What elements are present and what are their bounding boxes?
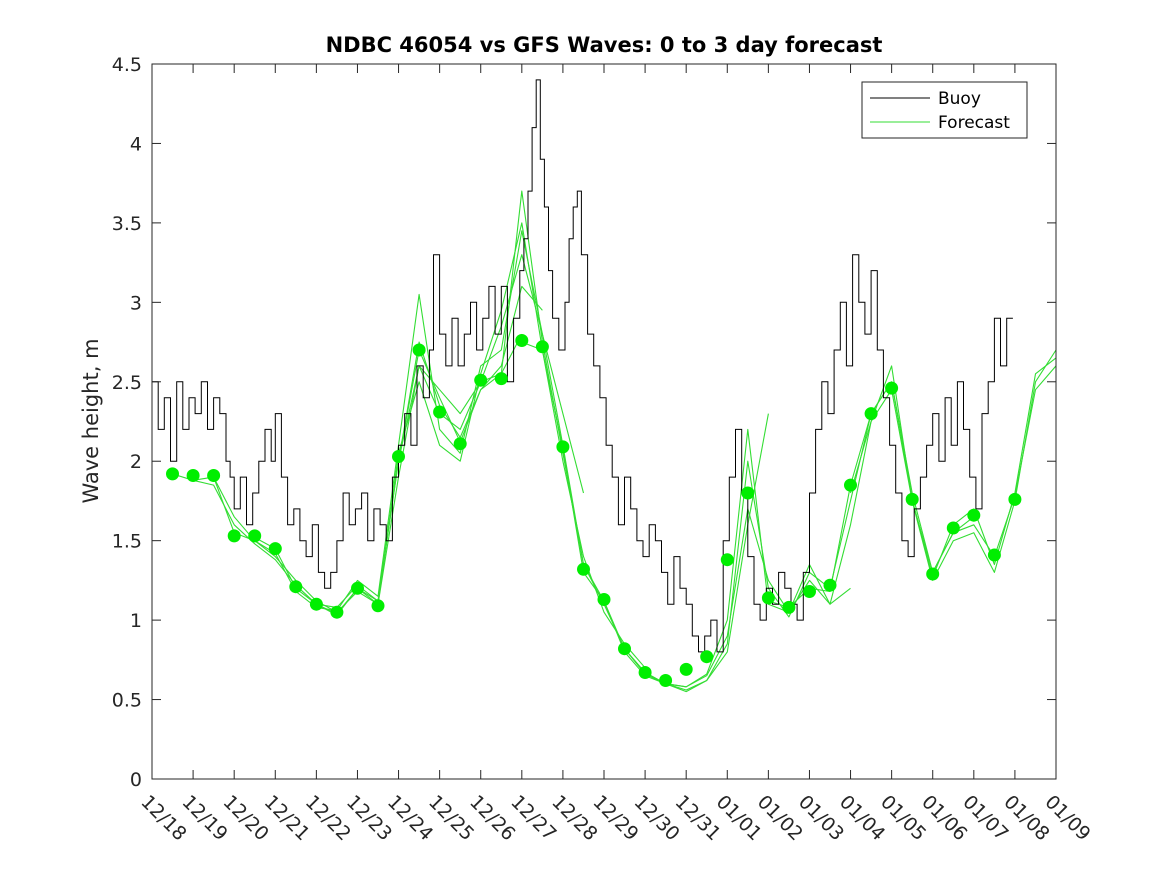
- forecast-marker: [248, 529, 262, 543]
- forecast-marker: [946, 521, 960, 535]
- forecast-marker: [638, 666, 652, 679]
- forecast-marker: [720, 553, 734, 567]
- y-tick-label: 4: [130, 133, 142, 155]
- y-tick-label: 0: [130, 769, 142, 791]
- legend-buoy-label: Buoy: [938, 89, 981, 109]
- forecast-marker: [515, 334, 529, 347]
- forecast-marker: [227, 529, 241, 543]
- forecast-marker: [618, 642, 631, 656]
- forecast-marker: [577, 562, 590, 576]
- forecast-marker: [803, 585, 816, 598]
- forecast-marker: [823, 578, 837, 592]
- forecast-marker: [207, 469, 221, 482]
- forecast-markers: [166, 334, 1022, 687]
- legend: Buoy Forecast: [861, 81, 1028, 139]
- forecast-marker: [474, 373, 488, 387]
- forecast-marker: [535, 340, 549, 354]
- forecast-marker: [186, 469, 200, 482]
- forecast-marker: [987, 548, 1001, 562]
- forecast-marker: [556, 440, 570, 454]
- forecast-marker: [268, 542, 282, 556]
- forecast-marker: [597, 593, 611, 606]
- forecast-marker: [700, 650, 714, 664]
- forecast-marker: [761, 591, 775, 605]
- y-tick-label: 1: [130, 610, 142, 632]
- forecast-marker: [1008, 492, 1022, 506]
- legend-forecast-label: Forecast: [938, 113, 1010, 133]
- y-tick-label: 2.5: [112, 372, 142, 394]
- forecast-marker: [844, 478, 857, 492]
- forecast-marker: [433, 405, 447, 419]
- buoy-series: [152, 79, 1013, 653]
- forecast-marker: [453, 437, 467, 451]
- forecast-marker: [741, 486, 755, 500]
- forecast-marker: [926, 567, 940, 581]
- y-axis-label: Wave height, m: [79, 338, 103, 503]
- forecast-marker: [392, 450, 405, 463]
- y-tick-label: 3.5: [112, 213, 142, 235]
- chart-title: NDBC 46054 vs GFS Waves: 0 to 3 day fore…: [326, 33, 883, 57]
- forecast-marker: [166, 467, 179, 481]
- y-tick-label: 4.5: [112, 54, 142, 76]
- buoy-line: [152, 79, 1013, 653]
- y-tick-label: 1.5: [112, 531, 142, 553]
- forecast-marker: [412, 343, 426, 357]
- forecast-run-line: [644, 349, 1057, 688]
- forecast-marker: [371, 599, 385, 613]
- forecast-marker: [659, 674, 673, 687]
- y-tick-label: 3: [130, 292, 142, 314]
- forecast-marker: [885, 381, 899, 395]
- forecast-marker: [864, 407, 878, 421]
- forecast-marker: [289, 580, 303, 594]
- forecast-run-line: [316, 254, 769, 691]
- forecast-marker: [905, 492, 919, 506]
- forecast-marker: [782, 600, 796, 614]
- forecast-marker: [494, 372, 508, 386]
- y-axis: 0 0.5 1 1.5 2 2.5 3 3.5 4 4.5: [112, 54, 1056, 791]
- forecast-marker: [679, 662, 693, 676]
- legend-box: [861, 81, 1028, 139]
- y-tick-label: 0.5: [112, 690, 142, 712]
- forecast-marker: [351, 581, 364, 595]
- forecast-marker: [967, 508, 981, 522]
- forecast-marker: [309, 597, 323, 611]
- forecast-marker: [330, 605, 344, 619]
- y-tick-label: 2: [130, 451, 142, 473]
